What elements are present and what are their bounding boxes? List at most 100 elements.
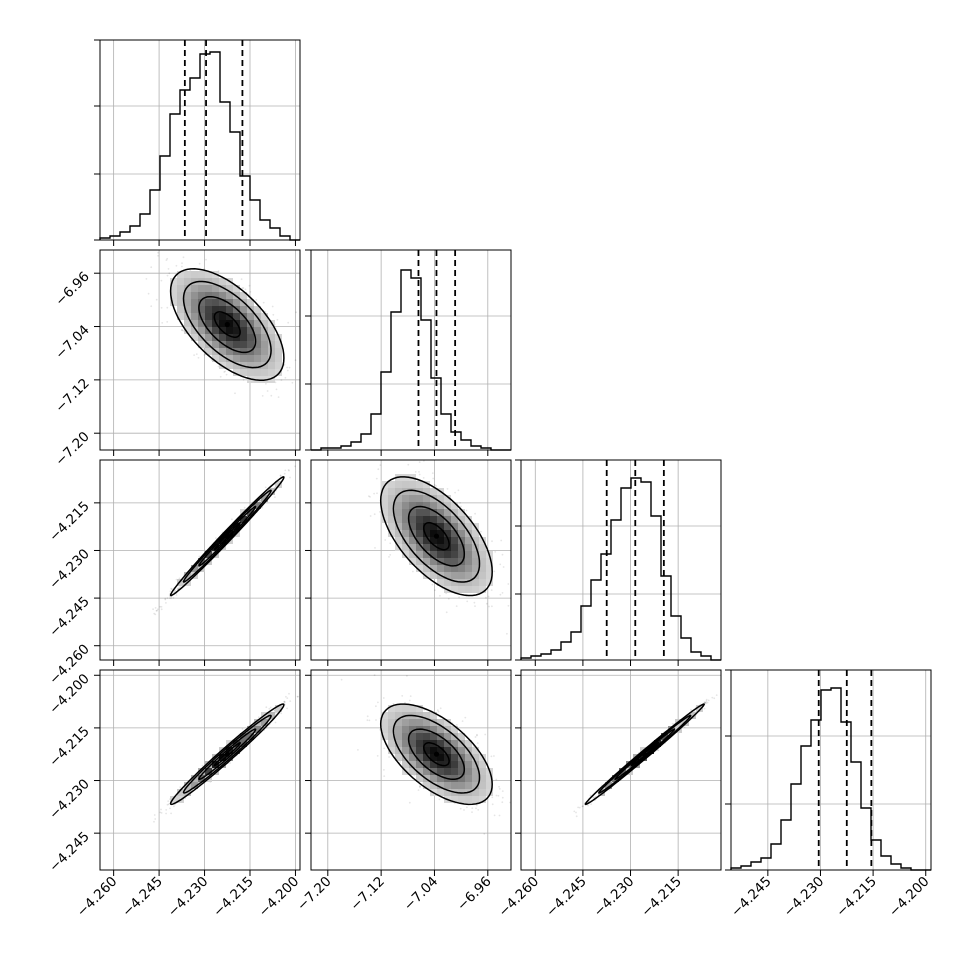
density-cell <box>240 334 247 341</box>
density-cell <box>219 299 226 306</box>
density-cell <box>451 572 458 579</box>
scatter-point <box>153 814 156 816</box>
density-cell <box>465 523 472 530</box>
density-cell <box>247 726 254 733</box>
density-cell <box>430 558 437 565</box>
scatter-point <box>501 553 504 556</box>
scatter-point <box>167 803 170 806</box>
density-cell <box>409 502 416 509</box>
scatter-point <box>182 329 185 332</box>
scatter-point <box>225 373 228 376</box>
density-cell <box>416 502 423 509</box>
scatter-point <box>475 804 478 807</box>
density-cell <box>409 495 416 502</box>
scatter-point <box>181 329 183 332</box>
scatter-point <box>471 807 474 810</box>
tick-label-x: −4.200 <box>886 874 933 921</box>
scatter-point <box>388 556 390 558</box>
density-cell <box>388 530 395 537</box>
scatter-point <box>217 365 220 368</box>
density-cell <box>205 313 212 320</box>
density-cell <box>395 523 402 530</box>
density-cell <box>275 355 282 362</box>
density-cell <box>191 320 198 327</box>
scatter-point <box>166 597 169 599</box>
density-cell <box>261 334 268 341</box>
density-cell <box>409 523 416 530</box>
scatter-point <box>259 499 262 502</box>
scatter-point <box>289 700 292 702</box>
density-cell <box>381 495 388 502</box>
scatter-point <box>205 258 207 261</box>
density-cell <box>212 313 219 320</box>
scatter-point <box>417 789 420 791</box>
density-cell <box>458 509 465 516</box>
scatter-point <box>181 265 183 268</box>
scatter-point <box>159 811 162 814</box>
tick-label-x: −7.20 <box>294 874 335 915</box>
scatter-point <box>275 388 278 391</box>
density-cell <box>212 306 219 313</box>
density-cell <box>247 369 254 376</box>
density-cell <box>184 327 191 334</box>
scatter-point <box>368 495 370 498</box>
density-cell <box>219 355 226 362</box>
density-cell <box>261 348 268 355</box>
density-cell <box>177 285 184 292</box>
scatter-point <box>178 577 181 580</box>
scatter-point <box>177 588 179 590</box>
density-cell <box>261 355 268 362</box>
scatter-point <box>241 287 244 289</box>
density-cell <box>254 355 261 362</box>
contour-level <box>169 476 285 597</box>
panel-content <box>153 692 299 823</box>
scatter-point <box>264 310 267 313</box>
density-cell <box>191 782 198 789</box>
scatter-point <box>153 612 156 615</box>
panel-content <box>152 465 296 616</box>
density-cell <box>184 285 191 292</box>
density-cell <box>381 488 388 495</box>
scatter-point <box>408 801 411 804</box>
density-cell <box>191 292 198 299</box>
density-cell <box>402 481 409 488</box>
density-cell <box>184 292 191 299</box>
density-cell <box>402 551 409 558</box>
scatter-point <box>439 594 441 597</box>
scatter-point <box>499 563 502 566</box>
density-cell <box>402 544 409 551</box>
density-cell <box>423 572 430 579</box>
scatter-point <box>155 298 158 301</box>
density-cell <box>226 341 233 348</box>
density-cell <box>479 586 486 593</box>
scatter-point <box>275 711 277 714</box>
tick-label-y: −4.245 <box>46 594 93 641</box>
density-cell <box>402 495 409 502</box>
density-cell <box>416 495 423 502</box>
scatter-point <box>389 542 392 545</box>
scatter-point <box>269 706 272 709</box>
scatter-point <box>491 803 494 806</box>
tick-label-x: −4.260 <box>74 874 121 921</box>
tick-label-x: −6.96 <box>454 874 495 915</box>
density-cell <box>191 285 198 292</box>
scatter-point <box>434 589 436 592</box>
density-cell <box>465 516 472 523</box>
density-cell <box>205 551 212 558</box>
panel-frame <box>310 249 512 451</box>
scatter-point <box>276 318 279 321</box>
histogram-step <box>311 269 511 451</box>
scatter-point <box>375 477 378 480</box>
density-cell <box>254 320 261 327</box>
scatter-point <box>164 597 167 600</box>
density-cell <box>219 278 226 285</box>
scatter-point <box>457 489 460 492</box>
contour-level <box>213 521 242 551</box>
scatter-panel-3-1 <box>310 669 512 871</box>
scatter-point <box>506 632 508 635</box>
scatter-point <box>257 716 260 719</box>
x-axis-1-1 <box>327 250 489 456</box>
scatter-point <box>262 301 265 304</box>
scatter-point <box>406 675 408 677</box>
scatter-point <box>287 469 290 471</box>
